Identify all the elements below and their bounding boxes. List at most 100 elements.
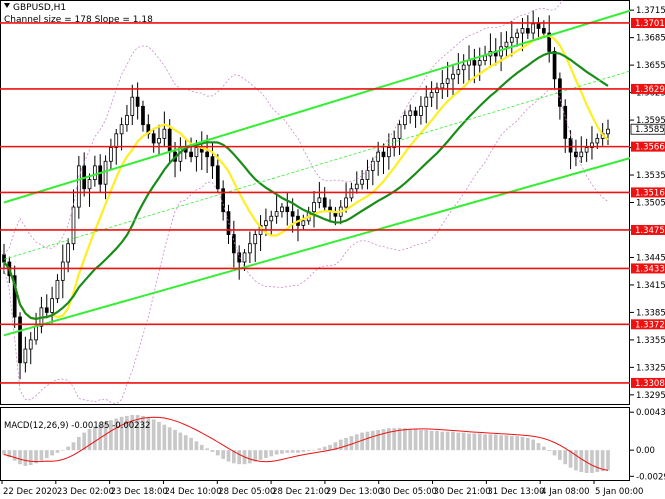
level-tag-label: 1.3475 (635, 226, 665, 236)
macd-bar (322, 446, 327, 451)
candle-body (130, 96, 135, 116)
macd-bar (93, 426, 97, 451)
candle-body (60, 261, 65, 281)
candle-body (403, 115, 407, 126)
macd-bar (370, 430, 375, 451)
macd-bar (130, 415, 135, 451)
lower-band (3, 89, 609, 404)
macd-bar (574, 450, 578, 471)
candle-body (520, 28, 525, 34)
candle-body (461, 64, 466, 71)
macd-bar (173, 429, 177, 451)
candle-body (274, 211, 279, 217)
macd-bar (542, 446, 546, 451)
macd-bar (558, 450, 562, 460)
candle-body (280, 206, 284, 213)
current-price-label: 1.3585 (635, 125, 665, 135)
candle-body (536, 23, 541, 29)
candle-body (547, 32, 552, 52)
symbol-dropdown-icon[interactable] (4, 3, 10, 8)
macd-bar (221, 450, 226, 459)
y-tick-label: 1.3325 (636, 363, 665, 373)
candle-body (151, 133, 156, 144)
macd-bar (125, 415, 129, 451)
y-tick-label: 1.3385 (636, 308, 665, 318)
candle-body (317, 197, 322, 203)
level-tag (631, 263, 665, 274)
candle-body (135, 96, 140, 107)
macd-bar (467, 433, 471, 451)
macd-bar (135, 415, 140, 451)
macd-bar (531, 439, 536, 451)
macd-bar (280, 450, 284, 454)
level-tag (631, 224, 665, 235)
macd-bar (253, 450, 258, 462)
level-tag (631, 319, 665, 330)
candle-body (419, 105, 423, 116)
macd-bar (7, 450, 12, 458)
macd-bar (12, 450, 17, 461)
candle-body (167, 128, 172, 153)
candle-body (237, 252, 242, 263)
candle-body (312, 202, 316, 213)
macd-bar (579, 450, 584, 473)
y-tick-label: 1.3715 (636, 6, 665, 16)
macd-bar (312, 450, 316, 451)
candle-body (392, 137, 397, 148)
channel-lower (3, 157, 630, 337)
macd-bar (403, 428, 407, 451)
candle-body (584, 147, 589, 153)
y-tick-label: 1.3595 (636, 116, 665, 126)
macd-bar (2, 450, 6, 455)
macd-bar (23, 450, 28, 466)
candle-body (162, 128, 167, 139)
candle-body (435, 87, 439, 93)
macd-bar (248, 450, 252, 464)
macd-bar (109, 420, 113, 451)
macd-bar (44, 450, 49, 459)
macd-bar (301, 450, 306, 452)
macd-bar (167, 427, 172, 451)
x-tick-label: 23 Dec 02:00 (57, 487, 114, 497)
y-tick-label: 1.3445 (636, 253, 665, 263)
candle-body (504, 41, 509, 48)
candle-body (376, 151, 381, 162)
macd-bar (606, 450, 610, 471)
macd-bar (258, 450, 263, 460)
macd-bar (199, 444, 204, 451)
candle-body (125, 115, 129, 126)
candle-body (451, 73, 455, 80)
candle-body (472, 60, 477, 66)
macd-bar (424, 429, 429, 451)
macd-bar (333, 442, 338, 451)
macd-bar (504, 435, 509, 451)
macd-bar (365, 431, 370, 451)
macd-bar (461, 432, 466, 451)
candle-body (119, 124, 124, 135)
candle-body (205, 151, 209, 158)
macd-bar (563, 450, 568, 465)
level-tag (631, 187, 665, 198)
candle-body (563, 105, 568, 139)
macd-bar (520, 436, 525, 451)
x-tick-label: 30 Dec 21:00 (434, 487, 491, 497)
candle-body (114, 133, 119, 148)
macd-bar (472, 433, 477, 451)
macd-bar (397, 428, 402, 451)
macd-bar (349, 436, 354, 451)
symbol-title: GBPUSD,H1 (13, 3, 66, 13)
candle-body (248, 243, 252, 254)
candle-body (157, 137, 161, 144)
macd-bar (189, 437, 193, 451)
level-tag (631, 83, 665, 94)
candle-body (542, 28, 546, 34)
x-tick-label: 28 Dec 05:00 (218, 487, 275, 497)
macd-tick-label: 0.00432 (636, 408, 665, 418)
level-tag-label: 1.3372 (635, 320, 665, 330)
candle-body (28, 339, 33, 350)
level-tag (631, 377, 665, 388)
candle-body (408, 110, 413, 116)
macd-bar (231, 450, 236, 464)
y-tick-label: 1.3355 (636, 336, 665, 346)
